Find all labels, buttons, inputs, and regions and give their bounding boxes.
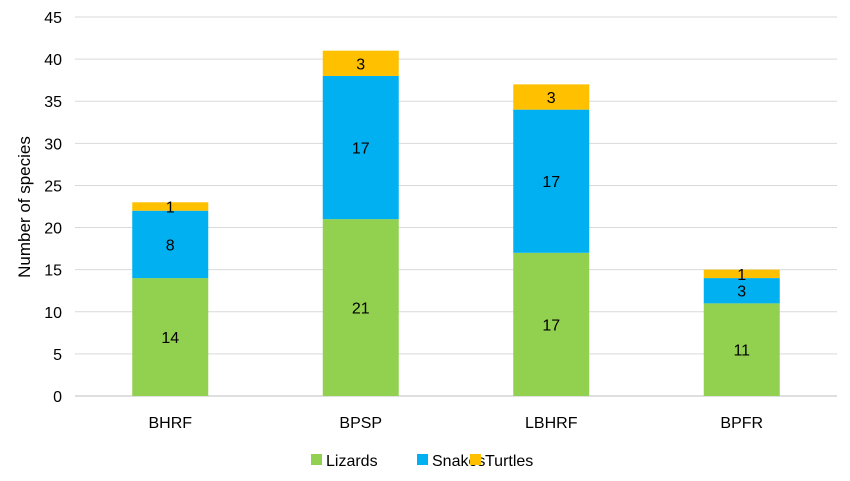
y-tick-label: 45 — [44, 10, 62, 27]
y-axis-tick-labels: 0 5 10 15 20 25 30 35 40 45 — [44, 10, 62, 406]
y-tick-label: 0 — [53, 389, 62, 406]
y-tick-label: 25 — [44, 178, 62, 195]
bar-snakes-bhrf — [132, 210, 209, 279]
x-tick-label: BPFR — [720, 415, 763, 432]
data-label-lizards-bpfr: 11 — [733, 343, 750, 360]
bar-turtles-bpsp — [322, 50, 399, 76]
y-tick-label: 40 — [44, 52, 62, 69]
bar-turtles-bpfr — [703, 269, 780, 279]
x-axis-tick-labels: BHRF BPSP LBHRF BPFR — [148, 415, 763, 432]
data-label-lizards-lbhrf: 17 — [542, 317, 560, 334]
bar-snakes-bpfr — [703, 278, 780, 304]
data-label-snakes-lbhrf: 17 — [542, 174, 560, 191]
legend-label-lizards: Lizards — [326, 453, 378, 470]
legend-swatch-snakes — [417, 454, 428, 465]
bar-snakes-lbhrf — [513, 109, 590, 253]
bar-lizards-bpfr — [703, 303, 780, 396]
bar-lizards-bhrf — [132, 278, 209, 396]
data-label-lizards-bhrf: 14 — [161, 330, 179, 347]
x-tick-label: BPSP — [339, 415, 382, 432]
bar-turtles-bhrf — [132, 202, 209, 211]
x-tick-label: LBHRF — [525, 415, 578, 432]
legend: Lizards Snakes Turtles — [311, 453, 533, 470]
data-label-snakes-bpfr: 3 — [737, 284, 746, 301]
y-tick-label: 15 — [44, 263, 62, 280]
bars — [132, 50, 780, 396]
x-tick-label: BHRF — [148, 415, 192, 432]
legend-swatch-turtles — [470, 454, 481, 465]
legend-label-turtles: Turtles — [485, 453, 533, 470]
bar-lizards-bpsp — [322, 219, 399, 396]
data-label-lizards-bpsp: 21 — [352, 301, 370, 318]
data-label-turtles-bpfr: 1 — [737, 267, 746, 284]
legend-swatch-lizards — [311, 454, 322, 465]
y-tick-label: 10 — [44, 305, 62, 322]
data-label-turtles-bhrf: 1 — [166, 200, 175, 217]
data-label-turtles-bpsp: 3 — [356, 56, 365, 73]
data-label-turtles-lbhrf: 3 — [547, 90, 556, 107]
data-label-snakes-bpsp: 17 — [352, 141, 370, 158]
bar-turtles-lbhrf — [513, 84, 590, 110]
data-label-snakes-bhrf: 8 — [166, 237, 175, 254]
y-tick-label: 20 — [44, 221, 62, 238]
y-tick-label: 35 — [44, 94, 62, 111]
y-tick-label: 5 — [53, 347, 62, 364]
y-tick-label: 30 — [44, 136, 62, 153]
bar-lizards-lbhrf — [513, 252, 590, 396]
bar-snakes-bpsp — [322, 75, 399, 220]
y-axis-label: Number of species — [15, 136, 34, 278]
